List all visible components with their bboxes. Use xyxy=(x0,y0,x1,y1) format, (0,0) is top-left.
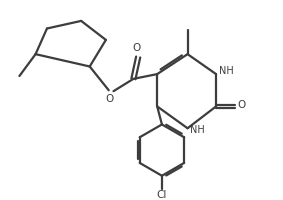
Text: NH: NH xyxy=(219,66,234,76)
Text: NH: NH xyxy=(190,125,205,135)
Text: Cl: Cl xyxy=(157,190,167,200)
Text: O: O xyxy=(106,94,114,104)
Text: O: O xyxy=(132,43,140,53)
Text: O: O xyxy=(237,100,245,110)
